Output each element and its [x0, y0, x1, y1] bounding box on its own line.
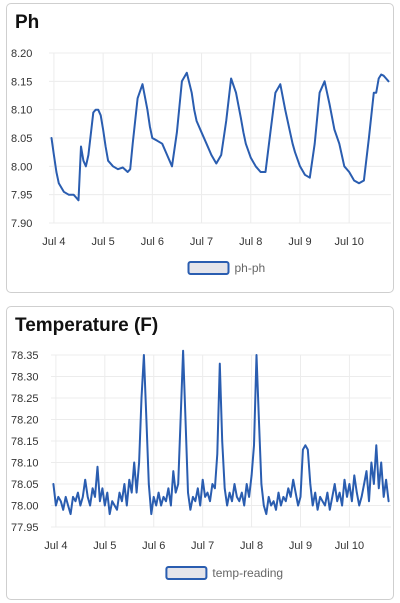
temperature-chart-x-tick-label: Jul 4: [44, 540, 67, 552]
temperature-chart-y-tick-label: 78.10: [11, 458, 39, 470]
temperature-chart-title: Temperature (F): [15, 315, 159, 336]
temperature-chart-legend-label[interactable]: temp-reading: [212, 566, 283, 580]
ph-chart-y-tick-label: 8.00: [11, 161, 32, 173]
ph-chart-y-tick-label: 8.10: [11, 105, 32, 117]
temperature-chart-svg: 78.35 78.30 78.25 78.20 78.15 78.10 78.05 78.00…: [11, 349, 391, 580]
temperature-chart-y-tick-label: 78.15: [11, 436, 39, 448]
ph-chart-x-tick-label: Jul 5: [92, 236, 115, 248]
ph-chart-title: Ph: [15, 12, 40, 33]
ph-chart-x-tick-label: Jul 9: [288, 236, 311, 248]
temperature-chart-y-tick-label: 78.25: [11, 393, 39, 405]
temperature-chart-y-tick-label: 78.20: [11, 415, 39, 427]
temperature-chart-x-tick-label: Jul 7: [191, 540, 214, 552]
ph-chart-svg: 8.20 8.15 8.10 8.05 8.00 7.95 7.90 Jul 4 Jul 5 Ju…: [11, 48, 391, 275]
temperature-chart-y-tick-label: 78.05: [11, 479, 39, 491]
ph-chart-x-tick-label: Jul 7: [190, 236, 213, 248]
ph-chart-y-tick-label: 8.20: [11, 48, 32, 60]
temperature-chart-x-tick-label: Jul 10: [335, 540, 364, 552]
ph-chart-y-tick-label: 7.90: [11, 218, 32, 230]
ph-chart-x-tick-label: Jul 10: [334, 236, 363, 248]
ph-chart-y-tick-label: 8.15: [11, 76, 32, 88]
ph-chart-x-tick-label: Jul 6: [141, 236, 164, 248]
temperature-chart-card: Temperature (F) 78.35 78.30 78.25 78.20 78.1…: [6, 306, 394, 600]
temperature-chart-y-tick-label: 78.00: [11, 501, 39, 513]
temperature-chart-series-line: [52, 349, 390, 516]
ph-chart-legend-swatch[interactable]: [187, 261, 230, 275]
temperature-chart-y-tick-label: 77.95: [11, 522, 39, 534]
ph-chart-y-tick-label: 7.95: [11, 190, 32, 202]
temperature-chart-x-tick-label: Jul 6: [142, 540, 165, 552]
ph-chart-legend-label[interactable]: ph-ph: [235, 261, 266, 275]
temperature-chart-x-tick-label: Jul 9: [289, 540, 312, 552]
temperature-chart-x-tick-label: Jul 8: [240, 540, 263, 552]
ph-chart-series-line: [50, 71, 390, 202]
ph-chart-card: Ph 8.20 8.15 8.10 8.05 8.00 7.95 7.90 Jul 4 Jul …: [6, 3, 394, 293]
temperature-chart-y-tick-label: 78.35: [11, 350, 39, 362]
ph-chart-x-tick-label: Jul 8: [239, 236, 262, 248]
ph-chart-y-tick-label: 8.05: [11, 133, 32, 145]
temperature-chart-legend-swatch[interactable]: [165, 566, 208, 580]
ph-chart-x-tick-label: Jul 4: [42, 236, 65, 248]
temperature-chart-y-tick-label: 78.30: [11, 372, 39, 384]
temperature-chart-x-tick-label: Jul 5: [93, 540, 116, 552]
